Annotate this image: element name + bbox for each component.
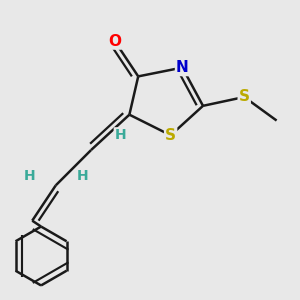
Text: N: N <box>176 60 189 75</box>
Text: H: H <box>23 169 35 184</box>
Text: H: H <box>76 169 88 184</box>
Text: S: S <box>239 89 250 104</box>
Text: O: O <box>108 34 121 49</box>
Text: H: H <box>115 128 126 142</box>
Text: S: S <box>165 128 176 143</box>
